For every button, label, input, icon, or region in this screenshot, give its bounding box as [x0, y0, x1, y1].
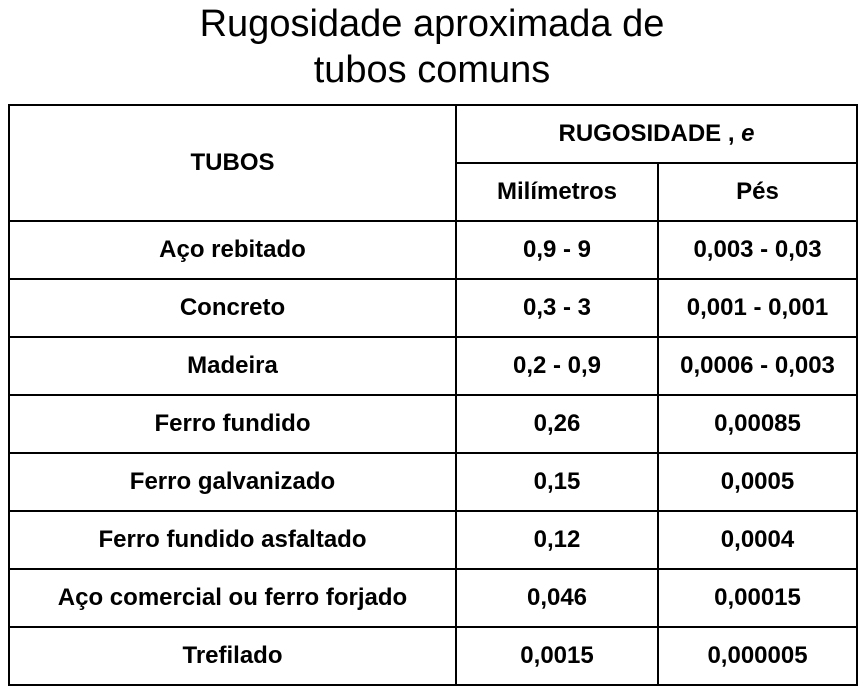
header-row-2: Milímetros Pés — [9, 162, 859, 222]
tube-name-cell: Aço rebitado — [8, 220, 457, 280]
roughness-mm-cell: 0,9 - 9 — [455, 220, 659, 280]
roughness-ft-cell: 0,00085 — [656, 394, 859, 454]
roughness-mm-cell: 0,12 — [455, 510, 659, 570]
roughness-mm-cell: 0,15 — [455, 452, 659, 512]
roughness-ft-cell: 0,001 - 0,001 — [656, 278, 859, 338]
roughness-mm-cell: 0,3 - 3 — [455, 278, 659, 338]
roughness-mm-cell: 0,0015 — [455, 626, 659, 686]
tube-name-cell: Trefilado — [8, 626, 457, 686]
table-row: Madeira 0,2 - 0,9 0,0006 - 0,003 — [8, 336, 859, 396]
table-row: Trefilado 0,0015 0,000005 — [8, 626, 859, 686]
tube-name-cell: Concreto — [8, 278, 457, 338]
tube-name-cell: Madeira — [8, 336, 457, 396]
header-unit-ft: Pés — [656, 162, 859, 222]
roughness-ft-cell: 0,0006 - 0,003 — [656, 336, 859, 396]
title-line-2: tubos comuns — [313, 49, 551, 91]
roughness-mm-cell: 0,26 — [455, 394, 659, 454]
table-header: TUBOS RUGOSIDADE , e Milímetros Pés — [8, 104, 859, 222]
header-roughness: RUGOSIDADE , e — [454, 104, 859, 164]
header-tubes: TUBOS — [8, 104, 457, 222]
header-roughness-symbol: e — [741, 120, 755, 147]
header-roughness-label: RUGOSIDADE , — [558, 120, 742, 147]
roughness-mm-cell: 0,046 — [455, 568, 659, 628]
table-row: Concreto 0,3 - 3 0,001 - 0,001 — [8, 278, 859, 338]
tube-name-cell: Ferro galvanizado — [8, 452, 457, 512]
header-row-1: TUBOS RUGOSIDADE , e — [8, 104, 859, 222]
roughness-ft-cell: 0,003 - 0,03 — [656, 220, 859, 280]
table-row: Aço comercial ou ferro forjado 0,046 0,000… — [8, 568, 859, 628]
title-line-1: Rugosidade aproximada de — [199, 3, 665, 45]
tube-name-cell: Ferro fundido asfaltado — [8, 510, 457, 570]
table-row: Ferro fundido asfaltado 0,12 0,0004 — [8, 510, 859, 570]
header-unit-mm: Milímetros — [455, 162, 659, 222]
page-title: Rugosidade aproximada de tubos comuns — [0, 0, 864, 93]
table-row: Aço rebitado 0,9 - 9 0,003 - 0,03 — [8, 220, 859, 280]
tube-name-cell: Ferro fundido — [8, 394, 457, 454]
table-body: Aço rebitado 0,9 - 9 0,003 - 0,03 Concreto 0… — [8, 220, 859, 686]
roughness-table: TUBOS RUGOSIDADE , e Milímetros Pés Aço … — [8, 104, 859, 686]
roughness-ft-cell: 0,00015 — [656, 568, 859, 628]
tube-name-cell: Aço comercial ou ferro forjado — [8, 568, 457, 628]
roughness-ft-cell: 0,0004 — [656, 510, 859, 570]
table-row: Ferro galvanizado 0,15 0,0005 — [8, 452, 859, 512]
roughness-mm-cell: 0,2 - 0,9 — [455, 336, 659, 396]
roughness-ft-cell: 0,0005 — [656, 452, 859, 512]
roughness-ft-cell: 0,000005 — [656, 626, 859, 686]
table-row: Ferro fundido 0,26 0,00085 — [8, 394, 859, 454]
